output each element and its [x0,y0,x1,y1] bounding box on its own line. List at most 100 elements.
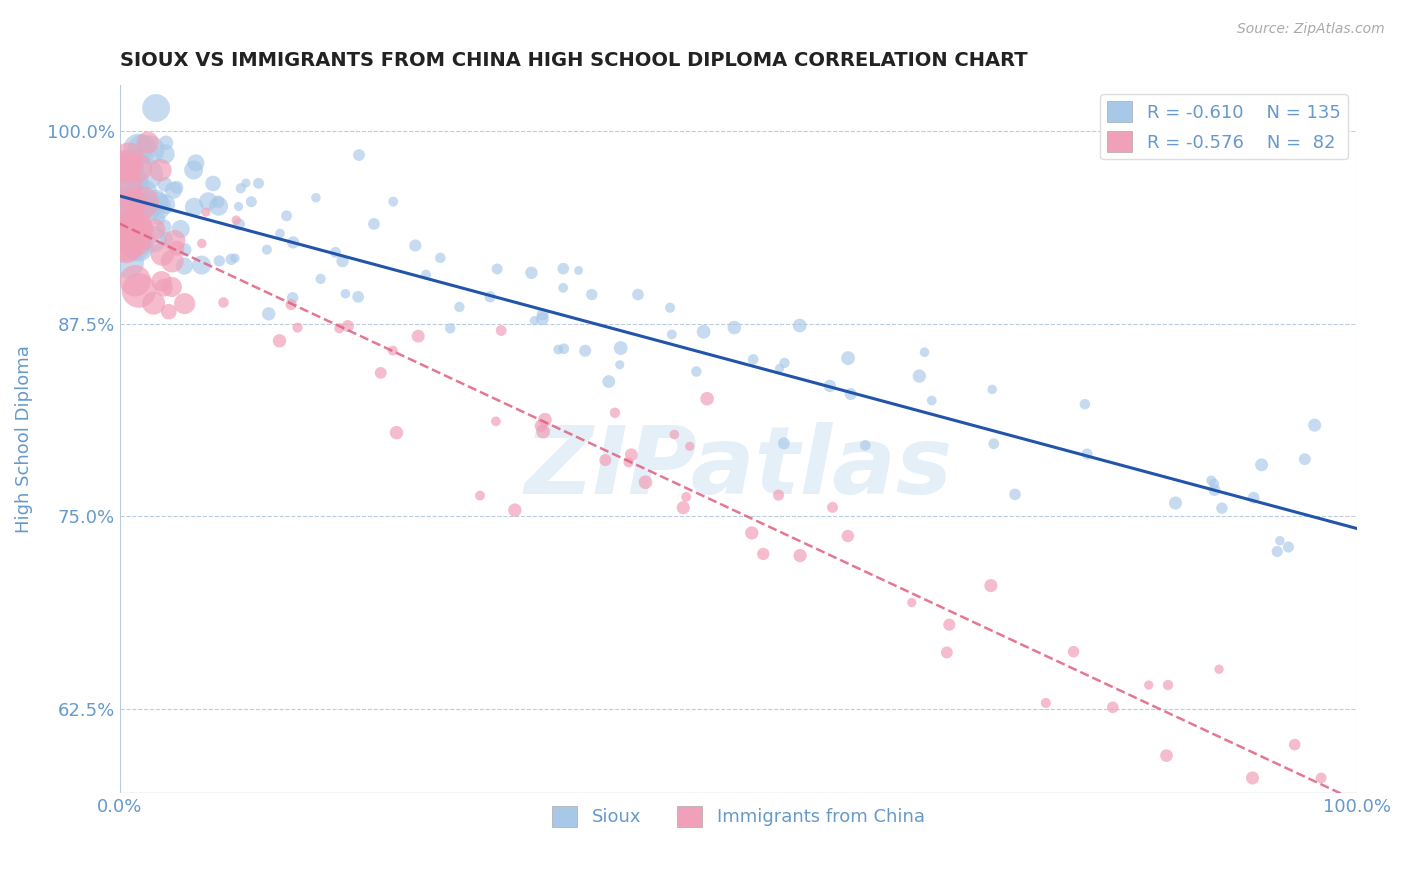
Point [287,320,309,334]
Point [1241,771,1264,785]
Point [257,307,280,321]
Point [174,243,197,257]
Point [1035,696,1057,710]
Point [145,195,167,210]
Point [136,167,159,181]
Point [247,176,270,190]
Point [122,220,145,235]
Point [269,227,291,241]
Point [773,436,796,450]
Point [406,329,429,343]
Point [595,453,617,467]
Point [821,500,844,515]
Point [224,251,246,265]
Point [679,439,702,453]
Point [115,178,138,192]
Point [553,281,575,295]
Point [115,202,138,216]
Point [120,159,142,173]
Point [609,358,631,372]
Point [692,325,714,339]
Point [1268,533,1291,548]
Point [115,182,138,196]
Point [449,300,471,314]
Point [183,200,205,214]
Point [115,232,138,246]
Point [568,263,591,277]
Point [837,529,859,543]
Point [1294,452,1316,467]
Point [531,311,554,326]
Point [148,212,170,227]
Point [145,101,167,115]
Point [115,216,138,230]
Point [789,549,811,563]
Point [773,356,796,370]
Point [115,161,138,175]
Point [115,184,138,198]
Point [347,148,370,162]
Point [128,221,150,235]
Point [183,163,205,178]
Point [160,254,183,268]
Point [479,290,502,304]
Point [136,136,159,150]
Point [696,392,718,406]
Point [125,220,148,235]
Point [135,234,157,248]
Point [115,158,138,172]
Point [983,437,1005,451]
Point [191,236,214,251]
Point [162,183,184,197]
Point [125,224,148,238]
Point [1157,678,1180,692]
Point [598,375,620,389]
Point [547,343,569,357]
Point [118,213,141,227]
Point [228,200,250,214]
Point [166,241,188,255]
Point [531,308,554,322]
Point [1265,544,1288,558]
Point [768,361,790,376]
Point [120,231,142,245]
Point [363,217,385,231]
Point [574,343,596,358]
Point [132,186,155,201]
Point [534,413,557,427]
Point [150,247,173,261]
Point [837,351,859,366]
Point [617,455,640,469]
Point [347,290,370,304]
Point [370,366,392,380]
Point [938,617,960,632]
Point [124,274,146,288]
Point [219,252,242,267]
Point [627,287,650,301]
Point [115,235,138,250]
Point [229,181,252,195]
Point [742,352,765,367]
Point [768,488,790,502]
Point [620,448,643,462]
Point [1137,678,1160,692]
Point [153,147,176,161]
Point [818,379,841,393]
Point [553,342,575,356]
Legend: Sioux, Immigrants from China: Sioux, Immigrants from China [544,798,932,834]
Point [634,475,657,490]
Point [122,194,145,209]
Point [503,503,526,517]
Point [530,418,553,433]
Point [328,321,350,335]
Point [839,387,862,401]
Point [240,194,263,209]
Point [1074,397,1097,411]
Point [202,177,225,191]
Point [520,266,543,280]
Point [163,234,186,248]
Point [142,232,165,246]
Point [309,272,332,286]
Point [115,226,138,240]
Point [1277,540,1299,554]
